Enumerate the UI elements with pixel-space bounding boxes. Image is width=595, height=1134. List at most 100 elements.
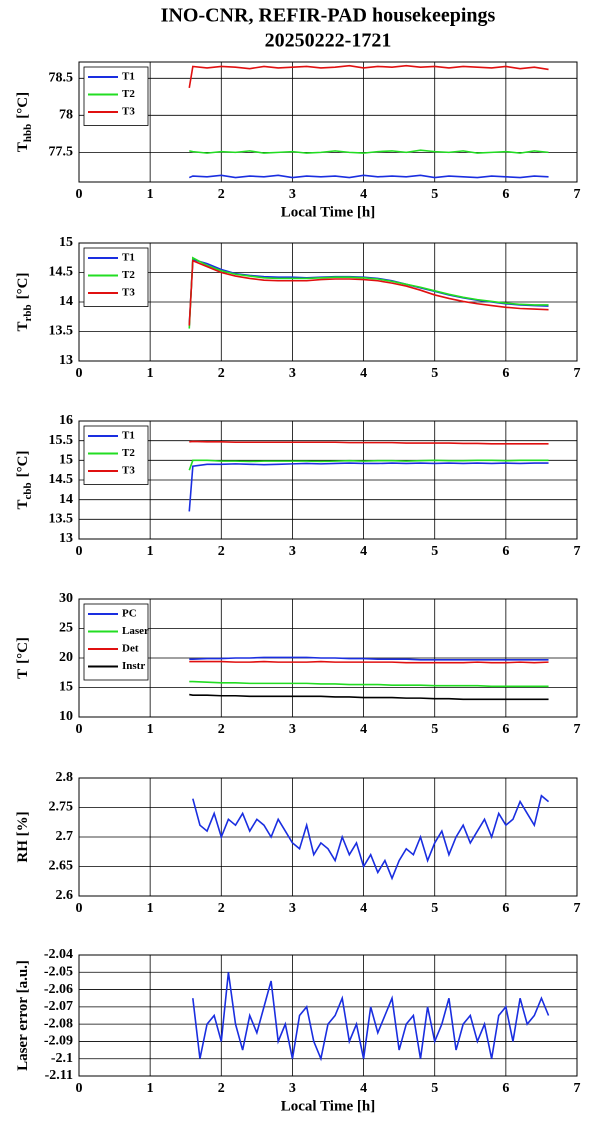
x-tick-label: 7 [574,722,581,737]
data-line [189,656,549,661]
legend-label: T2 [122,88,135,100]
plot-frame [78,242,578,362]
x-tick-label: 1 [147,366,154,381]
x-tick-label: 2 [218,1081,225,1096]
data-line [188,174,549,179]
legend-label: T2 [122,269,135,281]
y-axis-label: Laser error [a.u.] [15,960,31,1071]
data-line [189,693,549,701]
x-tick-label: 5 [431,187,438,202]
y-axis-label-part: Laser error [a.u.] [15,960,31,1071]
x-tick-label: 4 [360,366,367,381]
y-axis-label-part: T [15,669,31,679]
legend-label: T3 [122,106,135,118]
x-tick-label: 2 [218,901,225,916]
legend-label: Instr [122,660,145,672]
y-tick-label: 13.5 [49,512,74,527]
x-tick-label: 2 [218,722,225,737]
y-axis-label-part: T [15,321,31,331]
y-tick-label: 25 [59,621,73,636]
y-axis-label-part: rbb [22,304,34,321]
y-tick-label: 78 [59,108,73,123]
plot-frame [78,954,578,1077]
y-tick-label: 15.5 [49,433,74,448]
x-tick-label: 7 [574,366,581,381]
x-tick-label: 6 [502,722,509,737]
legend-label: T1 [122,252,135,264]
data-line [189,660,549,664]
x-tick-label: 6 [502,1081,509,1096]
legend-label: PC [122,608,137,620]
y-axis-label: RH [%] [15,811,31,862]
data-line [188,64,549,89]
x-tick-label: 5 [431,901,438,916]
x-tick-label: 3 [289,187,296,202]
y-tick-label: -2.09 [44,1034,73,1049]
x-tick-label: 2 [218,366,225,381]
data-line [188,256,549,329]
data-line [192,794,550,881]
x-tick-label: 3 [289,366,296,381]
y-tick-label: -2.1 [51,1051,73,1066]
legend-label: Det [122,643,139,655]
y-tick-label: 15 [59,680,73,695]
x-tick-label: 2 [218,544,225,559]
x-tick-label: 6 [502,544,509,559]
panel: 10 15 20 25 30 0 1 2 3 4 5 6 7 T [°C] PC Laser Det Instr [15,591,580,737]
panel: 13 13.5 14 14.5 15 0 1 2 3 4 5 6 7 Trbb [°C] T1 T2 T3 [15,235,580,381]
y-axis-label: Thbb [°C] [15,92,33,152]
y-tick-label: 20 [59,650,73,665]
y-axis-label-part: RH [%] [15,811,31,862]
y-tick-label: -2.04 [44,947,73,962]
x-tick-label: 3 [289,544,296,559]
y-tick-label: -2.11 [45,1068,73,1083]
y-tick-label: -2.06 [44,982,73,997]
data-line [188,258,549,326]
x-axis-label: Local Time [h] [281,204,375,220]
data-line [188,259,549,326]
legend-label: T3 [122,465,135,477]
legend-box [83,66,149,126]
y-tick-label: 78.5 [49,71,74,86]
legend-label: Laser [122,625,149,637]
x-tick-label: 7 [574,901,581,916]
y-tick-label: 16 [59,413,73,428]
x-tick-label: 1 [147,544,154,559]
figure-subtitle: 20250222-1721 [265,30,392,52]
x-tick-label: 5 [431,722,438,737]
x-tick-label: 0 [76,901,83,916]
y-tick-label: 15 [59,453,73,468]
data-line [189,440,549,445]
x-tick-label: 0 [76,722,83,737]
panel: 13 13.5 14 14.5 15 15.5 16 0 1 2 3 4 5 6 7 Tcbb [°C] T1 T2… [15,413,580,559]
y-tick-label: 2.6 [56,888,74,903]
y-tick-label: 13.5 [49,324,74,339]
y-axis-label: Trbb [°C] [15,273,33,332]
x-tick-label: 0 [76,187,83,202]
legend-label: T2 [122,447,135,459]
legend-box [83,247,149,307]
y-axis-label: T [°C] [15,637,31,679]
x-tick-label: 2 [218,187,225,202]
y-tick-label: 2.65 [49,859,74,874]
x-tick-label: 1 [147,722,154,737]
x-tick-label: 4 [360,187,367,202]
x-tick-label: 1 [147,187,154,202]
legend-label: T1 [122,430,135,442]
x-tick-label: 0 [76,366,83,381]
y-tick-label: 13 [59,353,73,368]
legend-label: T1 [122,71,135,83]
figure-title: INO-CNR, REFIR-PAD housekeepings [161,5,496,27]
x-tick-label: 6 [502,366,509,381]
y-tick-label: 30 [59,591,73,606]
plot-frame [78,420,578,540]
y-tick-label: 14 [59,492,73,507]
y-tick-label: 2.75 [49,800,74,815]
panel: -2.11 -2.1 -2.09 -2.08 -2.07 -2.06 -2.05 -2.04 0… [15,947,580,1114]
y-axis-label-part: hbb [22,124,34,142]
x-tick-label: 6 [502,901,509,916]
x-tick-label: 5 [431,366,438,381]
x-tick-label: 4 [360,1081,367,1096]
